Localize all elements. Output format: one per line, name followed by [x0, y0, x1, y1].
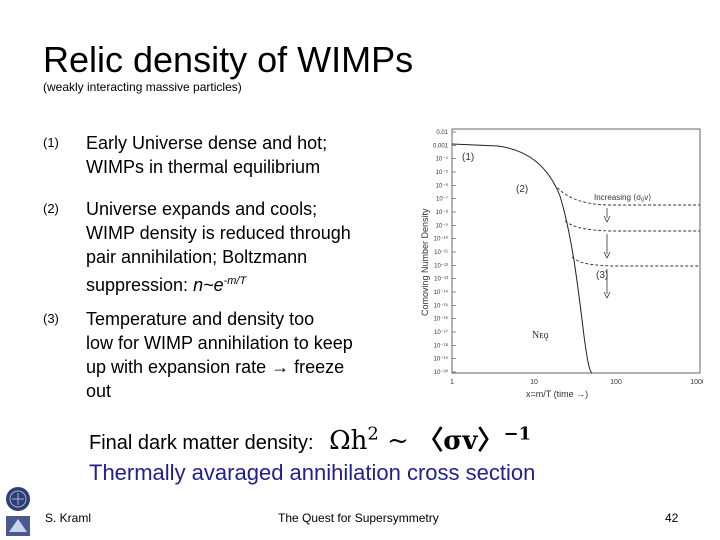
item-number: (3)	[43, 311, 59, 326]
equilibrium-curve	[451, 143, 593, 374]
item-number: (1)	[43, 135, 59, 150]
y-tick-labels: 0.01 0.001 10⁻⁴ 10⁻⁵ 10⁻⁶ 10⁻⁷ 10⁻⁸ 10⁻⁹ 10⁻¹⁰ 10…	[433, 130, 456, 376]
x-tick-label: 10	[530, 379, 538, 386]
item-line: pair annihilation; Boltzmann	[86, 247, 308, 267]
y-tick-label: 10⁻⁸	[436, 209, 449, 216]
y-tick-label: 10⁻⁶	[436, 182, 449, 189]
y-tick-label: 10⁻⁵	[436, 169, 449, 176]
y-tick-label: 10⁻¹³	[434, 277, 448, 283]
arrow-head-icon	[603, 251, 611, 259]
figure-label-1: (1)	[462, 152, 474, 163]
boltzmann-factor: n~e	[193, 275, 224, 295]
item-line: low for WIMP annihilation to keep	[86, 333, 353, 353]
item-line: Early Universe dense and hot;	[86, 133, 328, 153]
item-line: suppression: n~e-m/T	[86, 269, 391, 297]
university-logo-icon	[6, 516, 30, 536]
figure-ylabel: Comoving Number Density	[420, 208, 430, 316]
y-tick-label: 10⁻⁷	[436, 196, 448, 203]
item-line-text: suppression:	[86, 275, 194, 295]
item-line: up with expansion rate → freeze	[86, 357, 345, 377]
item-line: WIMP density is reduced through	[86, 223, 351, 243]
item-line: out	[86, 381, 112, 401]
formula-tilde: ~	[387, 426, 409, 456]
freeze-out-curve	[564, 220, 700, 232]
relic-formula: Ωh2 ~ 〈σv〉−1	[329, 423, 532, 456]
thermal-average-text: Thermally avaraged annihilation cross se…	[89, 460, 536, 485]
final-text: Final dark matter density:	[89, 432, 314, 454]
footer-author: S. Kraml	[45, 511, 92, 525]
item-number: (2)	[43, 201, 59, 216]
item-line: Temperature and density too	[86, 309, 315, 329]
x-tick-label: 1000	[690, 379, 703, 386]
formula-power: 2	[367, 423, 379, 445]
figure-xlabel: x=m/T (time →)	[526, 389, 588, 399]
slide-title: Relic density of WIMPs	[43, 39, 414, 80]
y-tick-label: 0.01	[436, 130, 448, 136]
item-line: WIMPs in thermal equilibrium	[86, 157, 321, 177]
y-tick-label: 10⁻⁴	[436, 156, 449, 163]
formula-sigma-v: σv	[443, 426, 478, 456]
page-number: 42	[665, 511, 679, 525]
final-density-line: Final dark matter density: Ωh2 ~ 〈σv〉−1	[89, 420, 531, 457]
y-tick-label: 10⁻¹⁶	[434, 316, 449, 323]
formula-inverse: −1	[503, 423, 532, 445]
y-tick-label: 10⁻²⁰	[434, 369, 449, 376]
footer-title: The Quest for Supersymmetry	[278, 511, 439, 525]
item-text: Universe expands and cools; WIMP density…	[86, 197, 391, 297]
figure-label-increasing: Increasing ⟨σᵨv⟩	[594, 193, 651, 202]
figure-label-3: (3)	[596, 270, 608, 281]
boltzmann-exponent: -m/T	[223, 275, 247, 287]
arrow-head-icon	[603, 215, 611, 223]
formula-omega: Ωh	[329, 426, 368, 456]
y-tick-label: 10⁻¹⁴	[434, 289, 449, 296]
x-tick-label: 1	[450, 379, 454, 386]
item-line: Universe expands and cools;	[86, 199, 318, 219]
y-tick-label: 10⁻¹²	[434, 263, 448, 269]
y-tick-label: 10⁻¹⁵	[434, 302, 449, 309]
figure-label-neq: Nᴇǫ	[532, 330, 549, 341]
x-tick-label: 100	[610, 379, 622, 386]
formula-close: 〉	[477, 426, 504, 456]
freeze-out-curve	[571, 256, 700, 267]
figure-label-2: (2)	[516, 184, 528, 195]
y-tick-label: 10⁻⁹	[436, 222, 449, 229]
slide-subtitle: (weakly interacting massive particles)	[43, 80, 242, 94]
arrow-head-icon	[603, 291, 611, 299]
formula-open: 〈	[417, 426, 444, 456]
item-text: Temperature and density too low for WIMP…	[86, 307, 391, 403]
institute-logo-icon	[6, 487, 30, 511]
y-tick-label: 10⁻¹⁷	[434, 329, 448, 336]
y-tick-label: 10⁻¹¹	[434, 250, 448, 256]
x-tick-labels: 1 10 100 1000	[450, 379, 703, 386]
y-tick-label: 0.001	[433, 143, 449, 149]
y-tick-label: 10⁻¹⁸	[434, 342, 449, 349]
relic-density-figure: Comoving Number Density 0.01 0.001 10⁻⁴ 10⁻…	[420, 128, 703, 399]
y-tick-label: 10⁻¹⁰	[434, 236, 449, 243]
y-tick-label: 10⁻¹⁹	[434, 356, 449, 363]
item-text: Early Universe dense and hot; WIMPs in t…	[86, 131, 391, 179]
